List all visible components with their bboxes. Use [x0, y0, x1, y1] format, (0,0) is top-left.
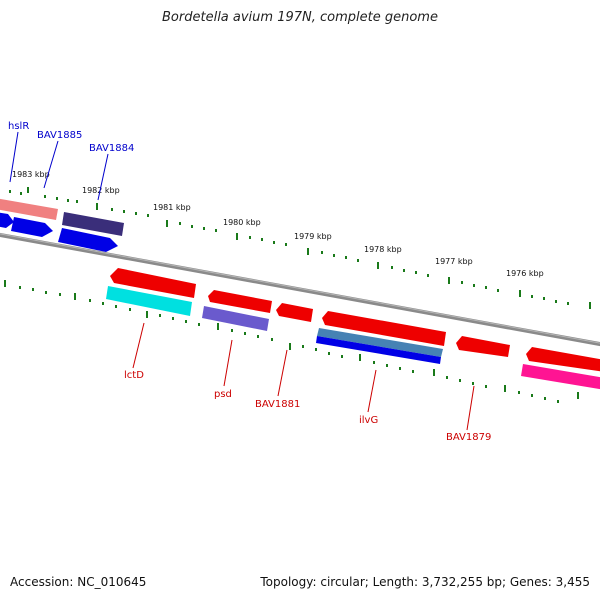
gene-red-arrow-1[interactable] [110, 268, 196, 298]
gene-lctD-block[interactable] [106, 286, 192, 316]
scale-label: 1978 kbp [364, 245, 402, 254]
gene-magenta-block[interactable] [521, 364, 600, 390]
gene-ilvG-stripe-blue[interactable] [316, 336, 441, 364]
gene-BAV1881-arrow[interactable] [276, 303, 313, 322]
gene-label-ilvG[interactable]: ilvG [359, 415, 378, 426]
gene-BAV1885-arrow[interactable] [11, 217, 53, 237]
forward-leader-lines [9, 131, 109, 201]
gene-label-hslR[interactable]: hslR [8, 121, 29, 132]
gene-ilvG-arrow[interactable] [322, 311, 446, 346]
gene-red-arrow-2[interactable] [208, 290, 272, 313]
gene-red-arrow-right[interactable] [526, 347, 600, 372]
scale-label: 1977 kbp [435, 257, 473, 266]
inner-tick-ring [4, 280, 579, 403]
outer-tick-ring [9, 187, 591, 309]
gene-label-lctD[interactable]: lctD [124, 370, 144, 381]
scale-label: 1982 kbp [82, 186, 120, 195]
scale-label: 1976 kbp [506, 269, 544, 278]
scale-label: 1981 kbp [153, 203, 191, 212]
genome-stats-label: Topology: circular; Length: 3,732,255 bp… [260, 575, 590, 589]
scale-label: 1979 kbp [294, 232, 332, 241]
scale-label: 1980 kbp [223, 218, 261, 227]
genome-backbone [0, 232, 600, 347]
scale-label: 1983 kbp [12, 170, 50, 179]
reverse-leader-lines [132, 322, 475, 431]
gene-psd-block[interactable] [202, 306, 269, 331]
gene-BAV1879-arrow[interactable] [456, 336, 510, 357]
accession-label: Accession: NC_010645 [10, 575, 147, 589]
gene-forward-pink-block[interactable] [0, 198, 58, 220]
gene-ilvG-stripe[interactable] [317, 328, 443, 357]
map-title: Bordetella avium 197N, complete genome [162, 10, 438, 25]
gene-forward-navy-block[interactable] [62, 212, 124, 236]
gene-hslR-arrow[interactable] [0, 212, 14, 228]
gene-BAV1884-arrow[interactable] [58, 228, 118, 252]
gene-label-BAV1879[interactable]: BAV1879 [446, 432, 491, 443]
gene-label-BAV1884[interactable]: BAV1884 [89, 143, 134, 154]
gene-label-psd[interactable]: psd [214, 389, 232, 400]
gene-label-BAV1881[interactable]: BAV1881 [255, 399, 300, 410]
gene-label-BAV1885[interactable]: BAV1885 [37, 130, 82, 141]
